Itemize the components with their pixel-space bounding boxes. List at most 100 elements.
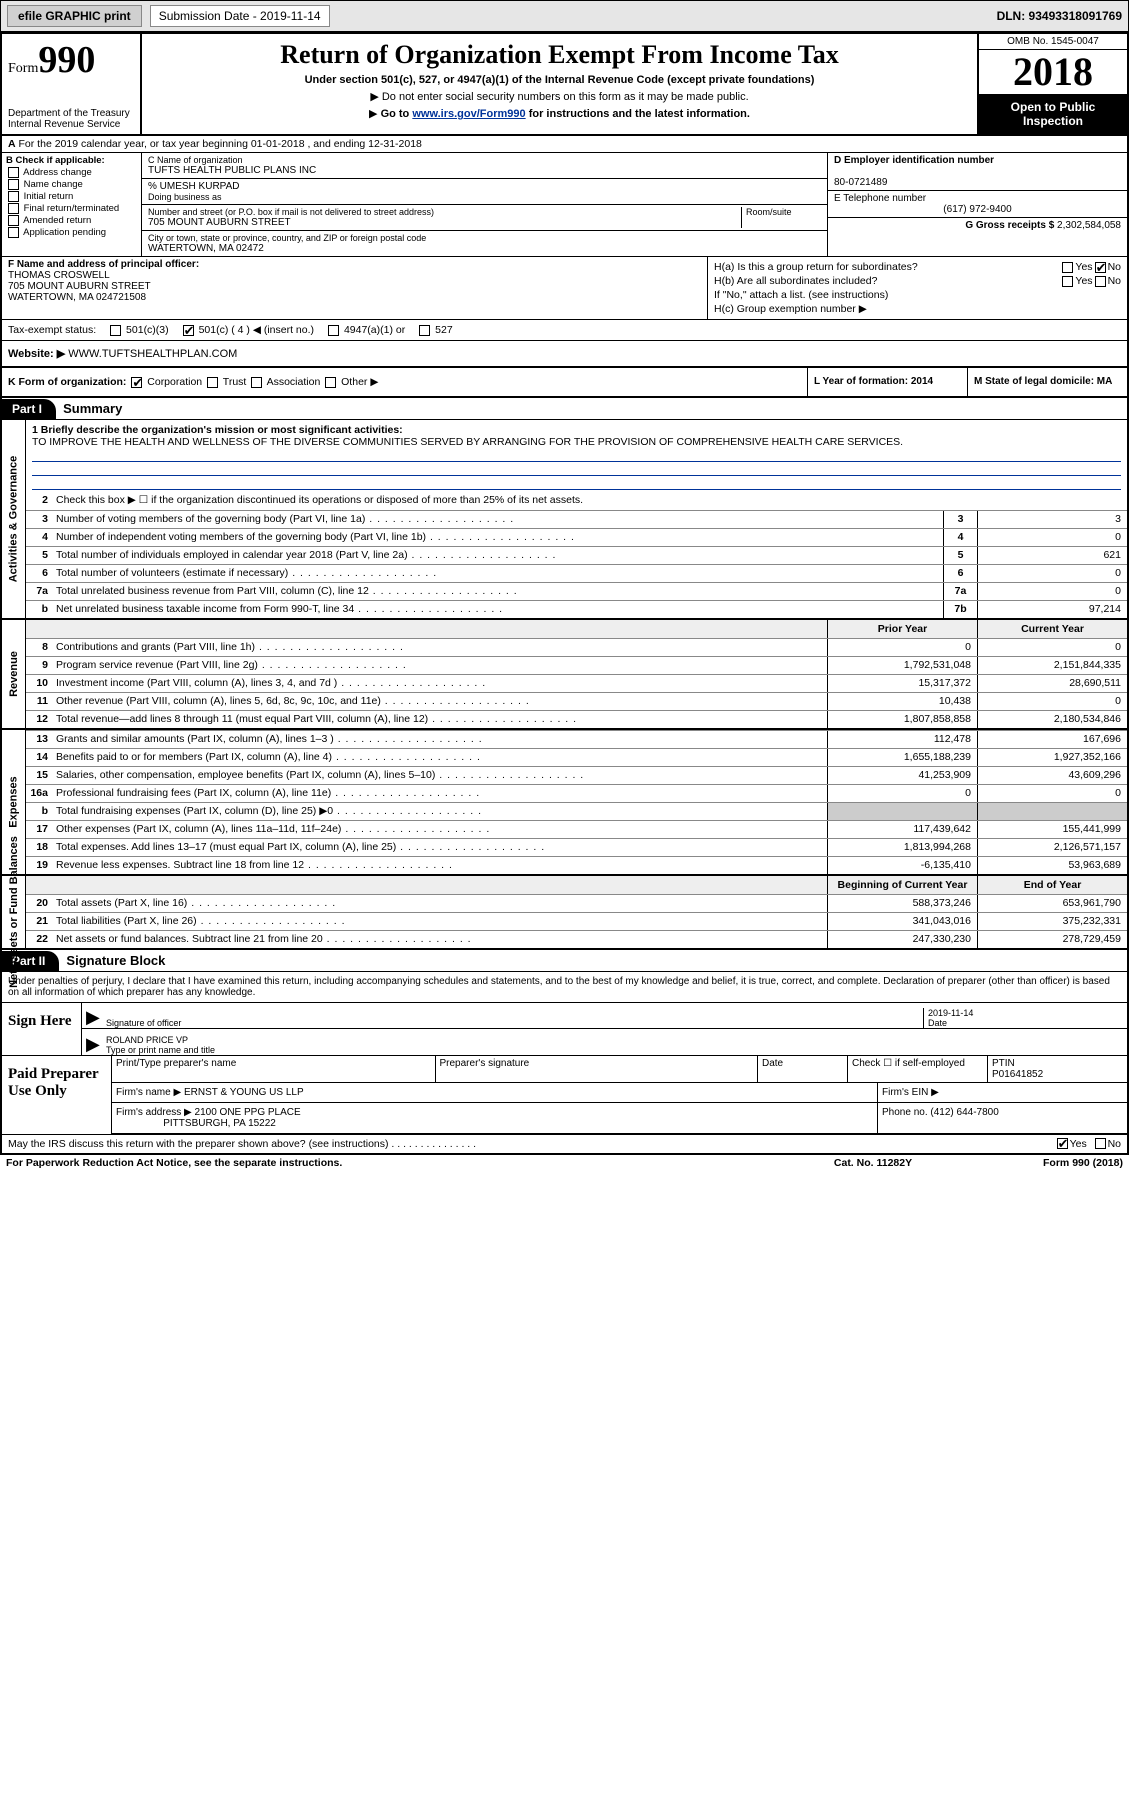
line-19: 19 Revenue less expenses. Subtract line … <box>26 856 1127 874</box>
cb-other[interactable] <box>325 377 336 388</box>
line-17: 17 Other expenses (Part IX, column (A), … <box>26 820 1127 838</box>
year-formation: L Year of formation: 2014 <box>807 368 967 396</box>
hdr-beginning: Beginning of Current Year <box>827 876 977 894</box>
cb-pending[interactable]: Application pending <box>6 227 137 238</box>
line-14: 14 Benefits paid to or for members (Part… <box>26 748 1127 766</box>
firm-phone: (412) 644-7800 <box>930 1107 998 1118</box>
ptin-label: PTIN <box>992 1058 1015 1069</box>
street-address: 705 MOUNT AUBURN STREET <box>148 217 741 228</box>
form-990: Form990 Department of the Treasury Inter… <box>0 32 1129 1155</box>
line-13: 13 Grants and similar amounts (Part IX, … <box>26 730 1127 748</box>
sig-date-value: 2019-11-14 <box>928 1008 973 1018</box>
mission-text: TO IMPROVE THE HEALTH AND WELLNESS OF TH… <box>32 436 903 448</box>
ha-label: H(a) Is this a group return for subordin… <box>714 261 1060 273</box>
state-domicile: M State of legal domicile: MA <box>967 368 1127 396</box>
website-label: Website: ▶ <box>8 348 65 360</box>
cb-name-change[interactable]: Name change <box>6 179 137 190</box>
hdr-prior-year: Prior Year <box>827 620 977 638</box>
cb-assoc[interactable] <box>251 377 262 388</box>
line-9: 9 Program service revenue (Part VIII, li… <box>26 656 1127 674</box>
ha-yes[interactable] <box>1062 262 1073 273</box>
tax-year: 2018 <box>979 50 1127 94</box>
line-22: 22 Net assets or fund balances. Subtract… <box>26 930 1127 948</box>
line-3: 3 Number of voting members of the govern… <box>26 510 1127 528</box>
phone-label: E Telephone number <box>834 193 926 204</box>
sign-here-label: Sign Here <box>2 1003 82 1055</box>
room-label: Room/suite <box>746 207 821 217</box>
discuss-yes[interactable] <box>1057 1138 1068 1149</box>
type-print-label: Type or print name and title <box>106 1045 215 1055</box>
discuss-text: May the IRS discuss this return with the… <box>8 1138 1055 1150</box>
cb-final-return[interactable]: Final return/terminated <box>6 203 137 214</box>
part2-title: Signature Block <box>62 950 169 971</box>
firm-name-label: Firm's name ▶ <box>116 1087 181 1098</box>
hb-yes[interactable] <box>1062 276 1073 287</box>
section-b-checkboxes: B Check if applicable: Address change Na… <box>2 153 142 256</box>
efile-print-button[interactable]: efile GRAPHIC print <box>7 5 142 27</box>
line-12: 12 Total revenue—add lines 8 through 11 … <box>26 710 1127 728</box>
ptin-value: P01641852 <box>992 1069 1043 1080</box>
tax-status-label: Tax-exempt status: <box>8 324 96 336</box>
prep-self-employed[interactable]: Check ☐ if self-employed <box>847 1056 987 1083</box>
ein-value: 80-0721489 <box>834 177 887 188</box>
cb-501c3[interactable] <box>110 325 121 336</box>
row-a-tax-year: A For the 2019 calendar year, or tax yea… <box>2 136 1127 153</box>
dba-label: Doing business as <box>148 192 821 202</box>
cb-address-change[interactable]: Address change <box>6 167 137 178</box>
prep-sig-label: Preparer's signature <box>435 1056 758 1083</box>
cb-527[interactable] <box>419 325 430 336</box>
addr-label: Number and street (or P.O. box if mail i… <box>148 207 741 217</box>
line-b: b Total fundraising expenses (Part IX, c… <box>26 802 1127 820</box>
dept-treasury: Department of the Treasury Internal Reve… <box>8 108 134 130</box>
firm-ein-label: Firm's EIN ▶ <box>877 1083 1127 1103</box>
cb-corp[interactable] <box>131 377 142 388</box>
prep-date-label: Date <box>757 1056 847 1083</box>
submission-date: Submission Date - 2019-11-14 <box>150 5 330 27</box>
open-to-public: Open to Public Inspection <box>979 94 1127 134</box>
form-title: Return of Organization Exempt From Incom… <box>150 40 969 70</box>
cb-4947[interactable] <box>328 325 339 336</box>
paid-preparer-label: Paid Preparer Use Only <box>2 1056 112 1134</box>
q2-text: Check this box ▶ ☐ if the organization d… <box>52 492 1127 510</box>
hb-no[interactable] <box>1095 276 1106 287</box>
side-revenue: Revenue <box>2 620 26 728</box>
form-number: Form990 <box>8 38 134 82</box>
discuss-no[interactable] <box>1095 1138 1106 1149</box>
form-subtitle: Under section 501(c), 527, or 4947(a)(1)… <box>150 74 969 86</box>
line-15: 15 Salaries, other compensation, employe… <box>26 766 1127 784</box>
irs-link[interactable]: www.irs.gov/Form990 <box>412 108 525 120</box>
line-8: 8 Contributions and grants (Part VIII, l… <box>26 638 1127 656</box>
cb-initial-return[interactable]: Initial return <box>6 191 137 202</box>
cb-amended[interactable]: Amended return <box>6 215 137 226</box>
care-of: % UMESH KURPAD <box>148 181 821 192</box>
gross-receipts-label: G Gross receipts $ <box>965 220 1054 231</box>
line-7a: 7a Total unrelated business revenue from… <box>26 582 1127 600</box>
website-value: WWW.TUFTSHEALTHPLAN.COM <box>68 348 237 360</box>
line-20: 20 Total assets (Part X, line 16) 588,37… <box>26 894 1127 912</box>
k-label: K Form of organization: <box>8 376 126 388</box>
hb-note: If "No," attach a list. (see instruction… <box>714 289 1121 301</box>
city-label: City or town, state or province, country… <box>148 233 821 243</box>
sig-arrow-icon: ▶ <box>86 1007 106 1028</box>
side-governance: Activities & Governance <box>2 420 26 618</box>
city-state-zip: WATERTOWN, MA 02472 <box>148 243 821 254</box>
cb-trust[interactable] <box>207 377 218 388</box>
sig-arrow-icon-2: ▶ <box>86 1034 106 1055</box>
ha-no[interactable] <box>1095 262 1106 273</box>
sig-date-label: Date <box>928 1018 947 1028</box>
firm-addr-label: Firm's address ▶ <box>116 1107 192 1118</box>
dln: DLN: 93493318091769 <box>997 9 1122 23</box>
instructions-link-row: Go to www.irs.gov/Form990 for instructio… <box>150 107 969 120</box>
omb-number: OMB No. 1545-0047 <box>979 34 1127 50</box>
firm-phone-label: Phone no. <box>882 1107 928 1118</box>
line-21: 21 Total liabilities (Part X, line 26) 3… <box>26 912 1127 930</box>
paperwork-notice: For Paperwork Reduction Act Notice, see … <box>6 1157 773 1169</box>
hdr-current-year: Current Year <box>977 620 1127 638</box>
line-11: 11 Other revenue (Part VIII, column (A),… <box>26 692 1127 710</box>
officer-addr2: WATERTOWN, MA 024721508 <box>8 292 146 303</box>
line-18: 18 Total expenses. Add lines 13–17 (must… <box>26 838 1127 856</box>
cb-501c[interactable] <box>183 325 194 336</box>
officer-name: THOMAS CROSWELL <box>8 270 110 281</box>
officer-label: F Name and address of principal officer: <box>8 259 199 270</box>
prep-name-label: Print/Type preparer's name <box>112 1056 435 1083</box>
